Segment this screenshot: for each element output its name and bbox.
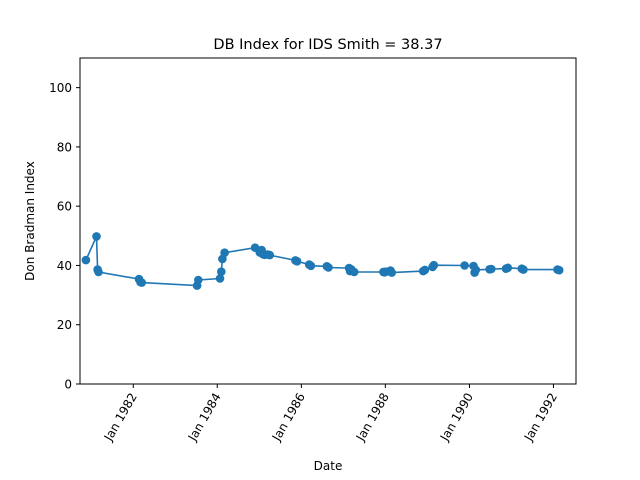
- data-point: [265, 250, 275, 260]
- data-point: [137, 278, 146, 287]
- y-tick-label: 20: [57, 318, 72, 332]
- y-tick-label: 60: [57, 200, 72, 214]
- data-point: [292, 257, 302, 266]
- data-point: [429, 260, 439, 270]
- data-point: [519, 265, 528, 274]
- x-tick-label: Jan 1982: [101, 391, 140, 445]
- plot-area: [81, 232, 564, 290]
- data-point: [217, 267, 226, 277]
- data-point: [487, 264, 496, 274]
- x-axis-label: Date: [314, 459, 343, 473]
- data-point: [471, 265, 481, 275]
- data-point: [306, 261, 316, 271]
- data-point: [220, 248, 229, 257]
- data-point: [92, 232, 101, 241]
- plot-frame: [79, 57, 577, 385]
- x-tick-label: Jan 1990: [437, 391, 476, 445]
- data-point: [460, 261, 469, 270]
- data-point: [324, 263, 333, 272]
- y-tick-label: 100: [49, 81, 72, 95]
- y-tick-label: 0: [64, 378, 72, 392]
- data-point: [81, 255, 91, 265]
- data-point: [215, 274, 225, 283]
- y-axis-label: Don Bradman Index: [23, 161, 37, 281]
- x-tick-label: Jan 1986: [269, 391, 308, 445]
- data-point: [554, 265, 564, 275]
- x-axis: Jan 1982 Jan 1984 Jan 1986 Jan 1988 Jan 1990…: [101, 384, 560, 444]
- data-point: [94, 267, 103, 277]
- data-point: [387, 268, 397, 277]
- x-tick-label: Jan 1984: [185, 391, 224, 445]
- series-line: [85, 236, 560, 287]
- y-tick-label: 40: [57, 259, 72, 273]
- y-axis: 0 20 40 60 80 100: [49, 81, 80, 392]
- y-tick-label: 80: [57, 140, 72, 154]
- chart-title: DB Index for IDS Smith = 38.37: [213, 37, 442, 53]
- x-tick-label: Jan 1988: [353, 391, 392, 445]
- data-point: [420, 265, 430, 275]
- data-point: [503, 263, 513, 273]
- x-tick-label: Jan 1992: [521, 391, 560, 445]
- data-point: [194, 275, 203, 285]
- data-point: [349, 267, 359, 277]
